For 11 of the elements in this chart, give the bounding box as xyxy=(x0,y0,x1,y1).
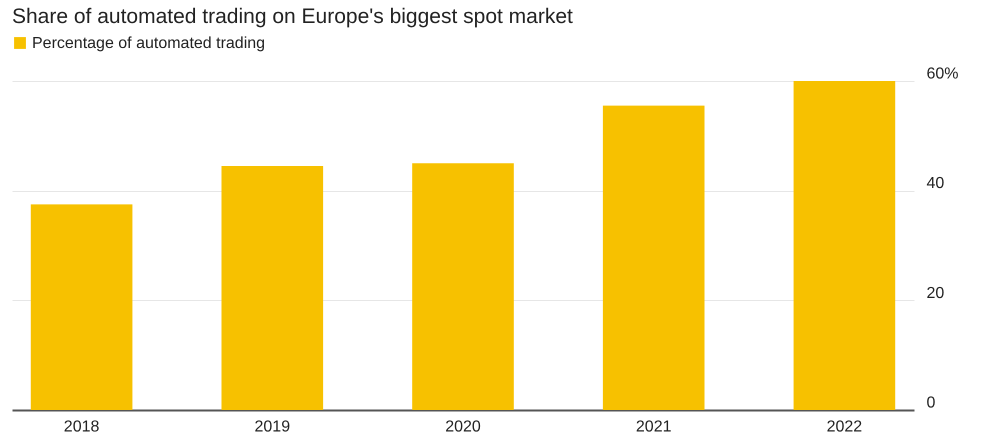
x-tick-label: 2021 xyxy=(636,418,672,436)
x-tick-label: 2019 xyxy=(254,418,290,436)
y-tick-label: 60% xyxy=(926,66,959,82)
x-tick-label: 2020 xyxy=(445,418,481,436)
chart-title: Share of automated trading on Europe's biggest spot market xyxy=(12,5,574,28)
x-tick-label: 2018 xyxy=(64,418,100,436)
legend-label: Percentage of automated trading xyxy=(32,35,266,52)
y-tick-label: 40 xyxy=(926,175,944,192)
y-tick-label: 20 xyxy=(926,284,944,302)
x-tick-label: 2022 xyxy=(826,418,862,436)
y-tick-label: 0 xyxy=(926,394,936,412)
